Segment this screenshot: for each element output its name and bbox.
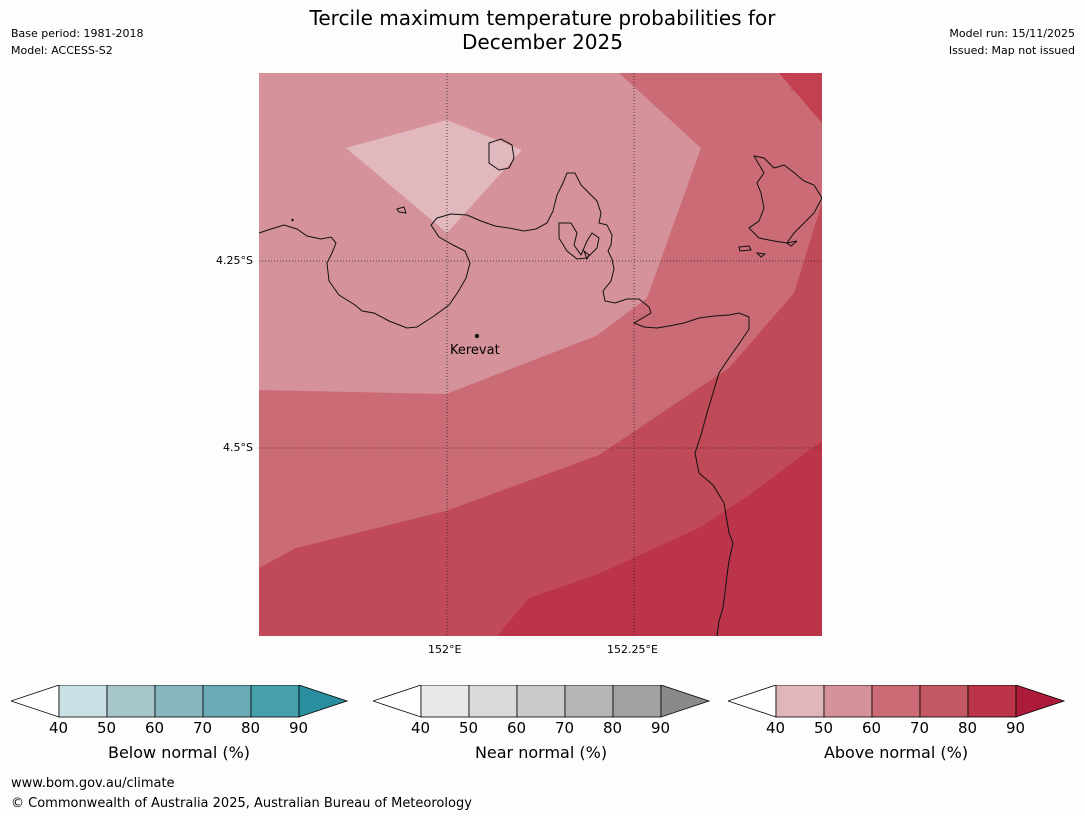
- below-normal-tick: 70: [193, 719, 213, 737]
- region-above-80-ne: [779, 73, 822, 123]
- title-line-1: Tercile maximum temperature probabilitie…: [309, 6, 776, 30]
- footer-url[interactable]: www.bom.gov.au/climate: [11, 776, 175, 791]
- above-normal-colorbar: [728, 685, 1066, 718]
- above-normal-high-extend: [1015, 685, 1066, 718]
- below-normal-swatch-0: [58, 685, 108, 718]
- above-normal-swatch-0: [775, 685, 825, 718]
- near-normal-swatch-4: [612, 685, 662, 718]
- map-panel[interactable]: [259, 73, 822, 636]
- lat-label-1: 4.25°S: [216, 254, 253, 267]
- below-normal-swatch-2: [154, 685, 204, 718]
- below-normal-high-extend: [298, 685, 349, 718]
- near-normal-swatch-2: [516, 685, 566, 718]
- above-normal-tick: 90: [1006, 719, 1026, 737]
- above-normal-tick: 70: [910, 719, 930, 737]
- meta-right: Model run: 15/11/2025 Issued: Map not is…: [949, 25, 1075, 59]
- base-period: Base period: 1981-2018: [11, 27, 144, 40]
- above-normal-legend-title: Above normal (%): [823, 743, 969, 762]
- below-normal-colorbar: [11, 685, 349, 718]
- model-name: Model: ACCESS-S2: [11, 44, 113, 57]
- above-normal-tick: 60: [862, 719, 882, 737]
- below-normal-tick: 50: [97, 719, 117, 737]
- below-normal-tick: 60: [145, 719, 165, 737]
- below-normal-legend-title: Below normal (%): [107, 743, 251, 762]
- near-normal-legend-title: Near normal (%): [474, 743, 608, 762]
- below-normal-swatch-3: [202, 685, 252, 718]
- near-normal-tick: 80: [603, 719, 623, 737]
- below-normal-swatch-1: [106, 685, 156, 718]
- near-normal-swatch-1: [468, 685, 518, 718]
- coastline: [259, 138, 822, 636]
- above-normal-swatch-1: [823, 685, 873, 718]
- lat-label-2: 4.5°S: [223, 441, 253, 454]
- near-normal-high-extend: [660, 685, 711, 718]
- kerevat-marker: [475, 334, 479, 338]
- above-normal-tick: 40: [766, 719, 786, 737]
- below-normal-swatch-4: [250, 685, 300, 718]
- above-normal-swatch-2: [871, 685, 921, 718]
- near-normal-tick: 50: [459, 719, 479, 737]
- region-above-40: [346, 120, 522, 233]
- near-normal-tick: 70: [555, 719, 575, 737]
- region-above-80: [497, 441, 822, 636]
- below-normal-tick: 90: [289, 719, 309, 737]
- near-normal-tick: 90: [651, 719, 671, 737]
- above-normal-tick: 80: [958, 719, 978, 737]
- near-normal-colorbar: [373, 685, 711, 718]
- lon-label-2: 152.25°E: [607, 643, 658, 656]
- title-line-2: December 2025: [462, 30, 623, 54]
- below-normal-tick: 80: [241, 719, 261, 737]
- issued-status: Issued: Map not issued: [948, 44, 1075, 57]
- near-normal-swatch-3: [564, 685, 614, 718]
- below-normal-tick: 40: [49, 719, 69, 737]
- near-normal-low-extend: [373, 685, 422, 718]
- near-normal-tick: 40: [411, 719, 431, 737]
- footer-copyright: © Commonwealth of Australia 2025, Austra…: [11, 796, 472, 811]
- above-normal-tick: 50: [814, 719, 834, 737]
- near-normal-tick: 60: [507, 719, 527, 737]
- kerevat-label: Kerevat: [450, 343, 500, 358]
- below-normal-low-extend: [11, 685, 60, 718]
- above-normal-swatch-4: [967, 685, 1017, 718]
- map-title: Tercile maximum temperature probabilitie…: [0, 6, 1085, 54]
- above-normal-swatch-3: [919, 685, 969, 718]
- above-normal-low-extend: [728, 685, 777, 718]
- model-run: Model run: 15/11/2025: [949, 27, 1075, 40]
- graticule: [259, 73, 822, 636]
- near-normal-swatch-0: [420, 685, 470, 718]
- meta-left: Base period: 1981-2018 Model: ACCESS-S2: [11, 25, 143, 59]
- lon-label-1: 152°E: [428, 643, 462, 656]
